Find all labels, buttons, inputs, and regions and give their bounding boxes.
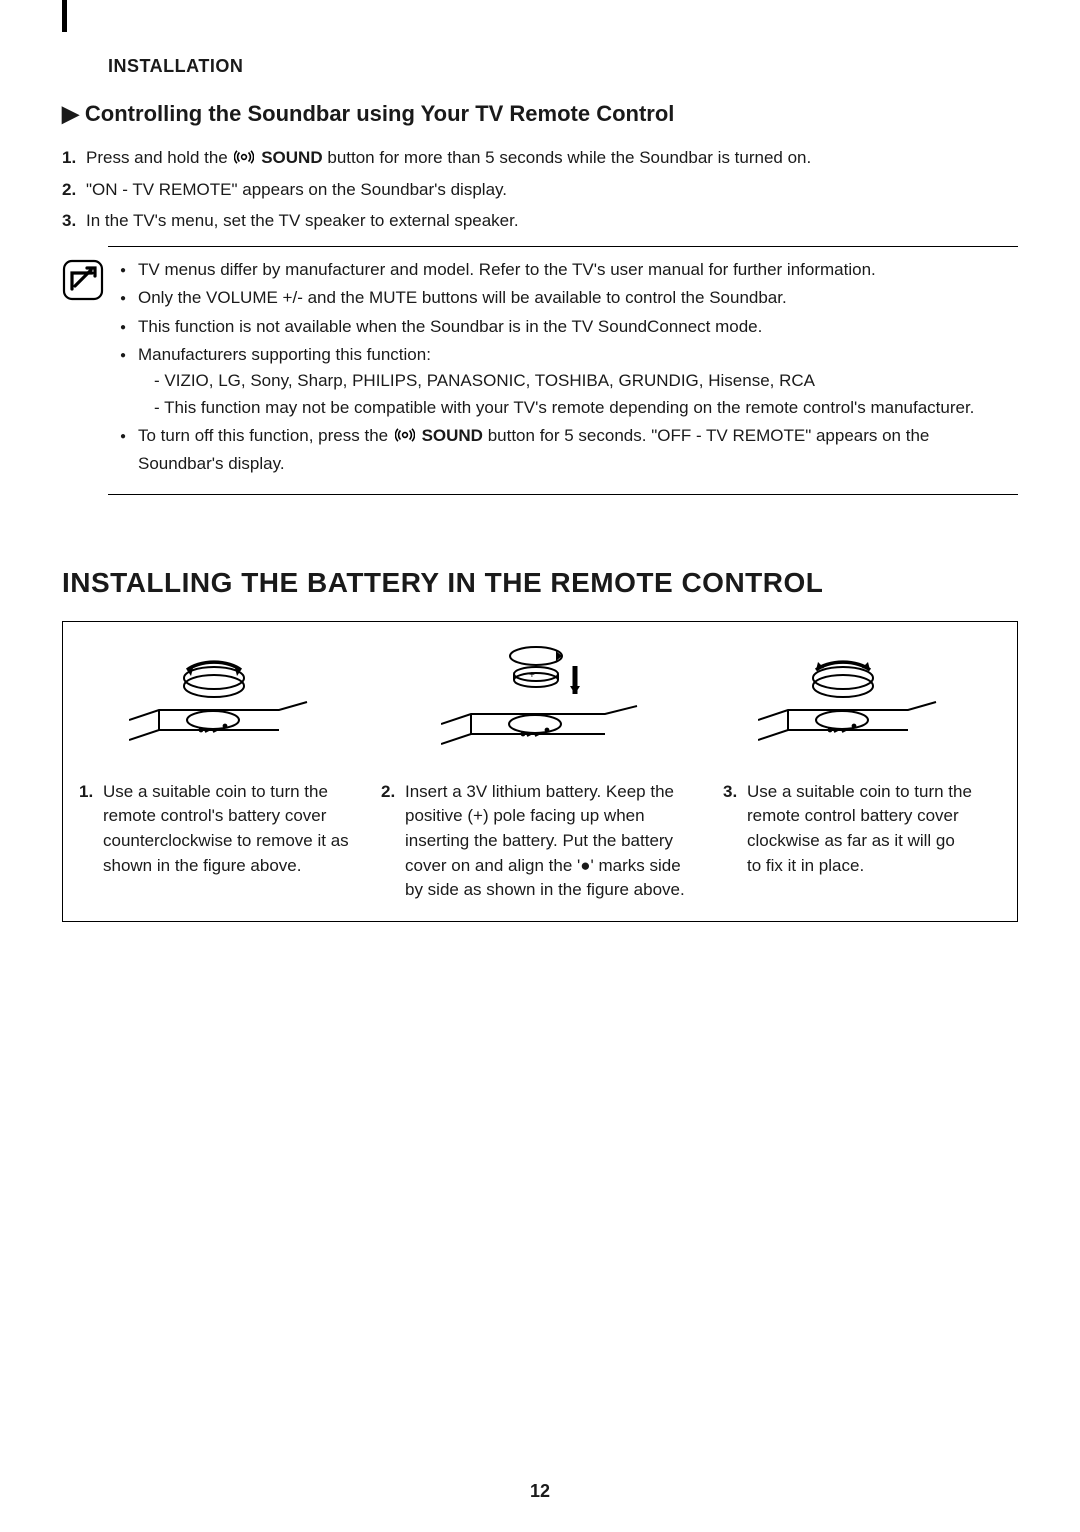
sound-label: SOUND bbox=[422, 426, 483, 445]
note-icon-wrap bbox=[62, 257, 120, 306]
step-num: 3. bbox=[723, 780, 737, 805]
note-text: Only the VOLUME +/- and the MUTE buttons… bbox=[138, 288, 787, 307]
note-item: Only the VOLUME +/- and the MUTE buttons… bbox=[120, 285, 1018, 311]
step-text-after: button for more than 5 seconds while the… bbox=[327, 148, 811, 167]
step-1: 1. Press and hold the SOUND button for m… bbox=[62, 145, 1018, 173]
note-text: This function is not available when the … bbox=[138, 317, 762, 336]
sub-heading-text: Controlling the Soundbar using Your TV R… bbox=[85, 101, 675, 126]
note-item: Manufacturers supporting this function: … bbox=[120, 342, 1018, 421]
battery-col-2: + 2. Insert a 3V lit bbox=[381, 636, 701, 903]
section-label: INSTALLATION bbox=[108, 56, 1018, 77]
step-text: In the TV's menu, set the TV speaker to … bbox=[86, 211, 519, 230]
note-item: TV menus differ by manufacturer and mode… bbox=[120, 257, 1018, 283]
divider bbox=[108, 494, 1018, 495]
battery-step-3: 3. Use a suitable coin to turn the remot… bbox=[723, 780, 973, 879]
step-2: 2. "ON - TV REMOTE" appears on the Sound… bbox=[62, 177, 1018, 203]
battery-step-1: 1. Use a suitable coin to turn the remot… bbox=[79, 780, 359, 879]
page-number: 12 bbox=[0, 1481, 1080, 1502]
step-text: Use a suitable coin to turn the remote c… bbox=[747, 782, 972, 875]
step-num: 3. bbox=[62, 208, 76, 234]
note-text: TV menus differ by manufacturer and mode… bbox=[138, 260, 876, 279]
main-heading: INSTALLING THE BATTERY IN THE REMOTE CON… bbox=[62, 567, 1018, 599]
note-icon bbox=[62, 259, 104, 301]
note-item: This function is not available when the … bbox=[120, 314, 1018, 340]
notes-list: TV menus differ by manufacturer and mode… bbox=[120, 257, 1018, 480]
surround-sound-icon bbox=[395, 425, 415, 451]
note-sub: - VIZIO, LG, Sony, Sharp, PHILIPS, PANAS… bbox=[138, 368, 1018, 394]
note-text: Manufacturers supporting this function: bbox=[138, 345, 431, 364]
battery-illustration-3 bbox=[723, 636, 973, 768]
step-num: 2. bbox=[62, 177, 76, 203]
note-item: To turn off this function, press the SOU… bbox=[120, 423, 1018, 478]
battery-box: 1. Use a suitable coin to turn the remot… bbox=[62, 621, 1018, 922]
step-num: 2. bbox=[381, 780, 395, 805]
battery-step-2: 2. Insert a 3V lithium battery. Keep the… bbox=[381, 780, 701, 903]
note-text-before: To turn off this function, press the bbox=[138, 426, 393, 445]
battery-illustration-1 bbox=[79, 636, 359, 768]
step-text: Insert a 3V lithium battery. Keep the po… bbox=[405, 782, 685, 900]
step-3: 3. In the TV's menu, set the TV speaker … bbox=[62, 208, 1018, 234]
top-mark bbox=[62, 0, 67, 32]
battery-illustration-2: + bbox=[381, 636, 701, 768]
note-sub: - This function may not be compatible wi… bbox=[138, 395, 1018, 421]
note-block: TV menus differ by manufacturer and mode… bbox=[62, 257, 1018, 480]
battery-col-1: 1. Use a suitable coin to turn the remot… bbox=[79, 636, 359, 903]
step-text: Use a suitable coin to turn the remote c… bbox=[103, 782, 349, 875]
step-num: 1. bbox=[79, 780, 93, 805]
battery-col-3: 3. Use a suitable coin to turn the remot… bbox=[723, 636, 973, 903]
sub-heading: ▶Controlling the Soundbar using Your TV … bbox=[62, 101, 1018, 127]
svg-text:+: + bbox=[529, 670, 535, 681]
divider bbox=[108, 246, 1018, 247]
step-text-before: Press and hold the bbox=[86, 148, 232, 167]
step-text: "ON - TV REMOTE" appears on the Soundbar… bbox=[86, 180, 507, 199]
arrow-right-icon: ▶ bbox=[62, 101, 79, 126]
sound-label: SOUND bbox=[261, 148, 322, 167]
steps-list: 1. Press and hold the SOUND button for m… bbox=[62, 145, 1018, 234]
page-content: INSTALLATION ▶Controlling the Soundbar u… bbox=[0, 0, 1080, 922]
surround-sound-icon bbox=[234, 147, 254, 173]
step-num: 1. bbox=[62, 145, 76, 171]
